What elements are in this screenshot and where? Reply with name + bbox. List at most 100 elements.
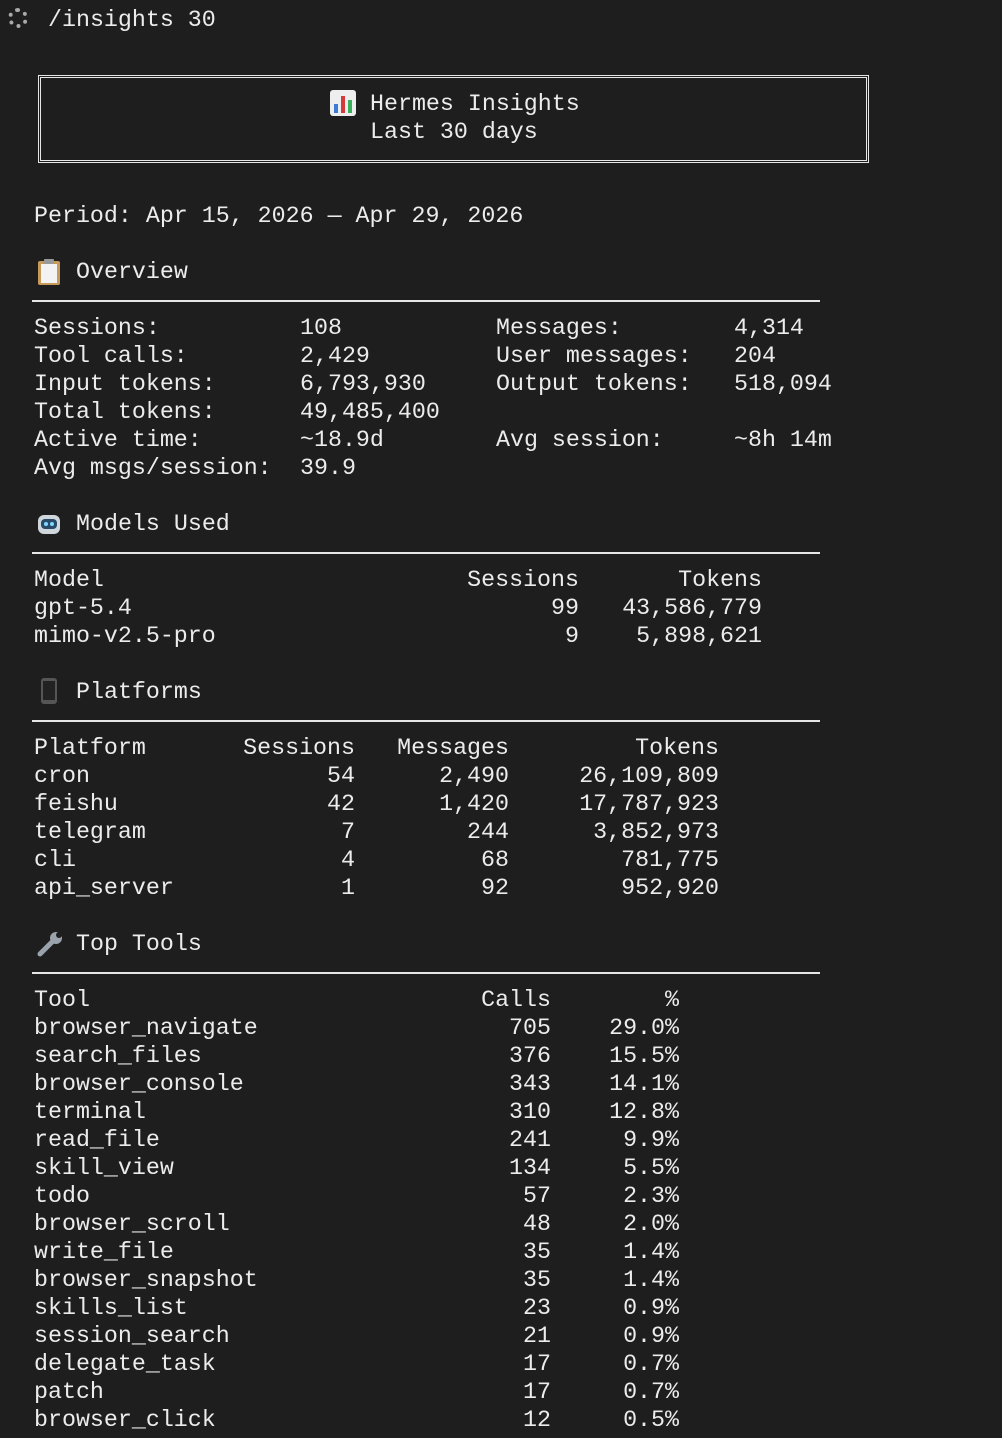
cell: 57 <box>523 1183 551 1209</box>
cell: Sessions: <box>34 315 160 341</box>
section-title: Platforms <box>76 679 202 705</box>
cell: 343 <box>509 1071 551 1097</box>
cell: Input tokens: <box>34 371 216 397</box>
cell: api_server <box>34 875 174 901</box>
cell: 0.7% <box>623 1379 679 1405</box>
cell: 0.5% <box>623 1407 679 1433</box>
cell: cli <box>34 847 76 873</box>
header-box <box>38 75 869 163</box>
cell: 0.7% <box>623 1351 679 1377</box>
cell: 1 <box>341 875 355 901</box>
command: /insights 30 <box>48 7 216 33</box>
cell: 29.0% <box>609 1015 679 1041</box>
cell: 0.9% <box>623 1295 679 1321</box>
section-title: Models Used <box>76 511 230 537</box>
cell: telegram <box>34 819 146 845</box>
cell: 92 <box>481 875 509 901</box>
cell: Messages: <box>496 315 622 341</box>
cell: 17 <box>523 1379 551 1405</box>
column-header: Model <box>34 567 104 593</box>
cell: Active time: <box>34 427 202 453</box>
cell: 3,852,973 <box>593 819 719 845</box>
cell: 2.3% <box>623 1183 679 1209</box>
cell: 9.9% <box>623 1127 679 1153</box>
cell: 15.5% <box>609 1043 679 1069</box>
cell: 14.1% <box>609 1071 679 1097</box>
cell: 21 <box>523 1323 551 1349</box>
cell: 2,429 <box>300 343 370 369</box>
cell: skill_view <box>34 1155 174 1181</box>
cell: 54 <box>327 763 355 789</box>
cell: write_file <box>34 1239 174 1265</box>
cell: 17 <box>523 1351 551 1377</box>
column-header: Calls <box>481 987 551 1013</box>
cell: 7 <box>341 819 355 845</box>
cell: 4,314 <box>734 315 804 341</box>
cell: session_search <box>34 1323 230 1349</box>
cell: 35 <box>523 1239 551 1265</box>
section-rule <box>32 720 820 722</box>
cell: browser_console <box>34 1071 244 1097</box>
cell: patch <box>34 1379 104 1405</box>
cell: ~18.9d <box>300 427 384 453</box>
cell: 310 <box>509 1099 551 1125</box>
cell: cron <box>34 763 90 789</box>
cell: 1.4% <box>623 1239 679 1265</box>
cell: 134 <box>509 1155 551 1181</box>
column-header: Messages <box>397 735 509 761</box>
cell: ~8h 14m <box>734 427 832 453</box>
cell: 42 <box>327 791 355 817</box>
cell: delegate_task <box>34 1351 216 1377</box>
column-header: % <box>665 987 679 1013</box>
section-title: Top Tools <box>76 931 202 957</box>
cell: 4 <box>341 847 355 873</box>
cell: terminal <box>34 1099 146 1125</box>
column-header: Tool <box>34 987 90 1013</box>
cell: 241 <box>509 1127 551 1153</box>
cell: browser_scroll <box>34 1211 230 1237</box>
gear-icon <box>8 8 28 28</box>
cell: 108 <box>300 315 342 341</box>
cell: browser_navigate <box>34 1015 258 1041</box>
header-subtitle: Last 30 days <box>370 119 538 145</box>
cell: 6,793,930 <box>300 371 426 397</box>
cell: 2,490 <box>439 763 509 789</box>
cell: 5,898,621 <box>636 623 762 649</box>
cell: 35 <box>523 1267 551 1293</box>
cell: read_file <box>34 1127 160 1153</box>
cell: gpt-5.4 <box>34 595 132 621</box>
cell: skills_list <box>34 1295 188 1321</box>
cell: 1.4% <box>623 1267 679 1293</box>
cell: 244 <box>467 819 509 845</box>
cell: 17,787,923 <box>579 791 719 817</box>
clipboard-icon <box>38 259 60 285</box>
period: Period: Apr 15, 2026 — Apr 29, 2026 <box>34 203 524 229</box>
cell: 5.5% <box>623 1155 679 1181</box>
cell: 781,775 <box>621 847 719 873</box>
cell: 2.0% <box>623 1211 679 1237</box>
cell: User messages: <box>496 343 692 369</box>
cell: 705 <box>509 1015 551 1041</box>
section-rule <box>32 300 820 302</box>
cell: 0.9% <box>623 1323 679 1349</box>
section-rule <box>32 972 820 974</box>
cell: 99 <box>551 595 579 621</box>
cell: search_files <box>34 1043 202 1069</box>
chart-icon <box>330 90 356 116</box>
column-header: Sessions <box>467 567 579 593</box>
cell: 23 <box>523 1295 551 1321</box>
cell: 518,094 <box>734 371 832 397</box>
wrench-icon <box>37 932 62 957</box>
cell: 12.8% <box>609 1099 679 1125</box>
cell: Avg msgs/session: <box>34 455 272 481</box>
cell: 43,586,779 <box>622 595 762 621</box>
cell: 26,109,809 <box>579 763 719 789</box>
column-header: Sessions <box>243 735 355 761</box>
cell: 376 <box>509 1043 551 1069</box>
cell: Total tokens: <box>34 399 216 425</box>
cell: 39.9 <box>300 455 356 481</box>
column-header: Tokens <box>678 567 762 593</box>
cell: 49,485,400 <box>300 399 440 425</box>
cell: 68 <box>481 847 509 873</box>
cell: browser_snapshot <box>34 1267 258 1293</box>
